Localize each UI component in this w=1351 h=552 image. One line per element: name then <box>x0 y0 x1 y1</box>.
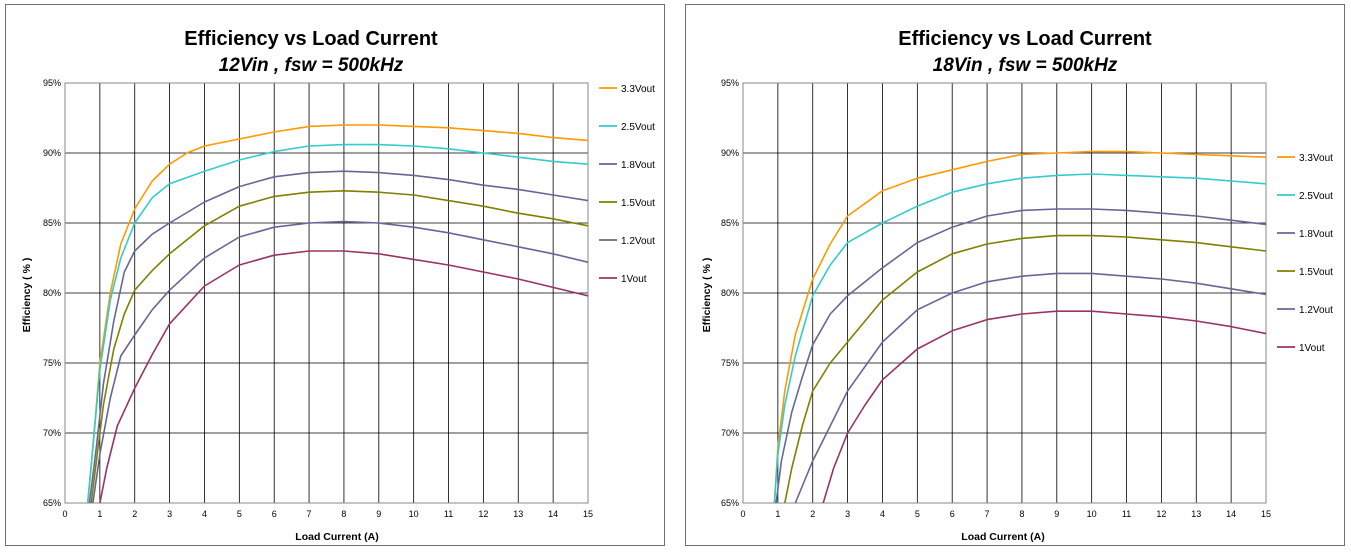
legend-entry: 3.3Vout <box>599 84 655 95</box>
x-tick-label: 2 <box>132 509 137 519</box>
x-tick-label: 12 <box>478 509 488 519</box>
legend-entry: 1.8Vout <box>599 160 655 171</box>
plot-area <box>64 82 589 504</box>
efficiency-chart-18vin: Efficiency vs Load Current 18Vin , fsw =… <box>701 28 1333 543</box>
x-tick-label: 8 <box>341 509 346 519</box>
series-line-1-5vout <box>90 190 588 503</box>
x-tick-label: 14 <box>1226 509 1236 519</box>
legend-label: 2.5Vout <box>621 122 655 133</box>
y-tick-label: 70% <box>43 428 61 438</box>
x-tick-label: 11 <box>1122 509 1131 519</box>
legend-label: 1.8Vout <box>1299 229 1333 240</box>
legend-label: 1.5Vout <box>1299 267 1333 278</box>
y-tick-label: 70% <box>721 428 739 438</box>
y-tick-label: 95% <box>43 78 61 88</box>
legend-label: 3.3Vout <box>621 84 655 95</box>
y-tick-label: 65% <box>721 498 739 508</box>
chart-subtitle: 18Vin , fsw = 500kHz <box>933 55 1118 76</box>
series-line-1-2vout <box>92 220 588 503</box>
x-tick-label: 8 <box>1019 509 1024 519</box>
x-axis-label: Load Current (A) <box>961 531 1044 543</box>
chart-title: Efficiency vs Load Current <box>184 28 438 50</box>
legend-entry: 2.5Vout <box>599 122 655 133</box>
chart-panel-12vin: Efficiency vs Load Current 12Vin , fsw =… <box>5 4 665 546</box>
y-tick-label: 90% <box>43 148 61 158</box>
x-tick-label: 7 <box>985 509 990 519</box>
series-line-1-8vout <box>88 170 588 503</box>
legend-entry: 1Vout <box>1277 343 1325 354</box>
x-tick-label: 6 <box>272 509 277 519</box>
x-tick-label: 14 <box>548 509 558 519</box>
y-tick-label: 80% <box>43 288 61 298</box>
x-tick-label: 4 <box>202 509 207 519</box>
x-tick-label: 1 <box>775 509 780 519</box>
x-tick-label: 5 <box>915 509 920 519</box>
x-tick-label: 1 <box>97 509 102 519</box>
x-tick-label: 2 <box>810 509 815 519</box>
legend-entry: 2.5Vout <box>1277 191 1333 202</box>
x-tick-label: 9 <box>376 509 381 519</box>
efficiency-chart-12vin: Efficiency vs Load Current 12Vin , fsw =… <box>21 28 655 543</box>
plot-area <box>742 82 1267 504</box>
y-tick-label: 65% <box>43 498 61 508</box>
x-tick-label: 15 <box>583 509 593 519</box>
x-tick-label: 15 <box>1261 509 1271 519</box>
x-tick-label: 11 <box>444 509 453 519</box>
x-tick-label: 5 <box>237 509 242 519</box>
series-line-1-2vout <box>794 272 1266 503</box>
legend-entry: 1.5Vout <box>1277 267 1333 278</box>
legend-label: 2.5Vout <box>1299 191 1333 202</box>
x-tick-label: 3 <box>167 509 172 519</box>
y-axis-label: Efficiency ( % ) <box>701 258 713 333</box>
y-tick-label: 85% <box>43 218 61 228</box>
x-tick-label: 10 <box>409 509 419 519</box>
legend-entry: 1.2Vout <box>1277 305 1333 316</box>
series-line-1vout <box>99 250 588 503</box>
x-tick-label: 10 <box>1087 509 1097 519</box>
series-line-2-5vout <box>773 173 1266 503</box>
x-tick-label: 0 <box>62 509 67 519</box>
legend-entry: 1.8Vout <box>1277 229 1333 240</box>
x-tick-label: 13 <box>513 509 523 519</box>
x-tick-label: 0 <box>740 509 745 519</box>
chart-subtitle: 12Vin , fsw = 500kHz <box>219 55 404 76</box>
series-line-3-3vout <box>86 124 588 503</box>
legend-label: 1.2Vout <box>621 236 655 247</box>
legend-label: 1Vout <box>1299 343 1325 354</box>
legend-entry: 1.5Vout <box>599 198 655 209</box>
x-tick-label: 4 <box>880 509 885 519</box>
y-tick-label: 85% <box>721 218 739 228</box>
chart-title: Efficiency vs Load Current <box>898 28 1152 50</box>
x-tick-label: 3 <box>845 509 850 519</box>
y-tick-label: 90% <box>721 148 739 158</box>
y-tick-label: 80% <box>721 288 739 298</box>
x-tick-label: 6 <box>950 509 955 519</box>
x-tick-label: 9 <box>1054 509 1059 519</box>
series-line-3-3vout <box>773 150 1266 503</box>
legend-entry: 1.2Vout <box>599 236 655 247</box>
legend-label: 3.3Vout <box>1299 153 1333 164</box>
chart-panel-18vin: Efficiency vs Load Current 18Vin , fsw =… <box>685 4 1345 546</box>
grid <box>743 83 1266 503</box>
legend-entry: 3.3Vout <box>1277 153 1333 164</box>
series-line-2-5vout <box>86 143 588 503</box>
legend-label: 1Vout <box>621 274 647 285</box>
y-tick-label: 75% <box>721 358 739 368</box>
y-axis-label: Efficiency ( % ) <box>21 258 33 333</box>
series-line-1-8vout <box>775 208 1266 503</box>
x-tick-label: 13 <box>1191 509 1201 519</box>
x-tick-label: 12 <box>1156 509 1166 519</box>
y-tick-label: 75% <box>43 358 61 368</box>
series-line-1-5vout <box>784 234 1266 503</box>
x-tick-label: 7 <box>307 509 312 519</box>
legend-label: 1.8Vout <box>621 160 655 171</box>
legend-entry: 1Vout <box>599 274 647 285</box>
x-axis-label: Load Current (A) <box>295 531 378 543</box>
series-line-1vout <box>822 310 1266 503</box>
legend-label: 1.5Vout <box>621 198 655 209</box>
legend-label: 1.2Vout <box>1299 305 1333 316</box>
y-tick-label: 95% <box>721 78 739 88</box>
